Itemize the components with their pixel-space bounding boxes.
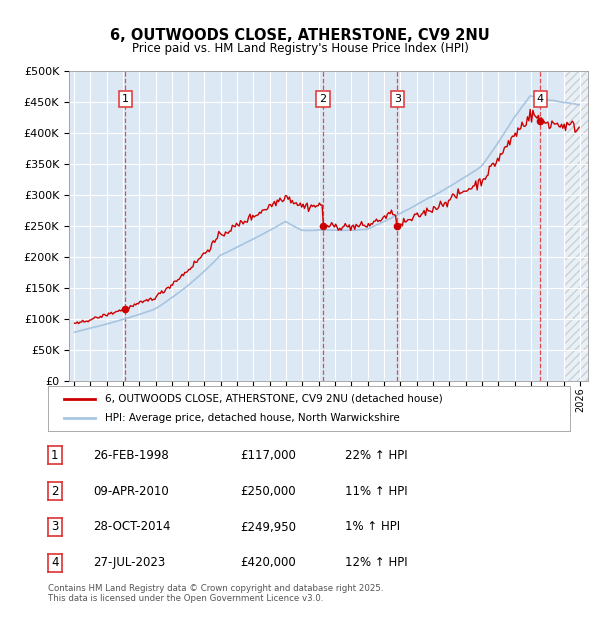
Text: 6, OUTWOODS CLOSE, ATHERSTONE, CV9 2NU: 6, OUTWOODS CLOSE, ATHERSTONE, CV9 2NU <box>110 28 490 43</box>
Text: 11% ↑ HPI: 11% ↑ HPI <box>345 485 407 497</box>
Text: 26-FEB-1998: 26-FEB-1998 <box>93 449 169 461</box>
Text: 3: 3 <box>51 521 58 533</box>
Text: Price paid vs. HM Land Registry's House Price Index (HPI): Price paid vs. HM Land Registry's House … <box>131 42 469 55</box>
Text: £420,000: £420,000 <box>240 557 296 569</box>
Text: 09-APR-2010: 09-APR-2010 <box>93 485 169 497</box>
Text: 6, OUTWOODS CLOSE, ATHERSTONE, CV9 2NU (detached house): 6, OUTWOODS CLOSE, ATHERSTONE, CV9 2NU (… <box>106 394 443 404</box>
Text: 12% ↑ HPI: 12% ↑ HPI <box>345 557 407 569</box>
Text: £249,950: £249,950 <box>240 521 296 533</box>
Text: 27-JUL-2023: 27-JUL-2023 <box>93 557 165 569</box>
Text: 2: 2 <box>51 485 59 497</box>
Text: HPI: Average price, detached house, North Warwickshire: HPI: Average price, detached house, Nort… <box>106 414 400 423</box>
Text: 3: 3 <box>394 94 401 104</box>
Bar <box>565 71 588 381</box>
Text: 1: 1 <box>122 94 129 104</box>
Text: 28-OCT-2014: 28-OCT-2014 <box>93 521 170 533</box>
Text: £250,000: £250,000 <box>240 485 296 497</box>
Text: 4: 4 <box>51 557 59 569</box>
Text: 1: 1 <box>51 449 59 461</box>
Text: 2: 2 <box>320 94 326 104</box>
Text: 1% ↑ HPI: 1% ↑ HPI <box>345 521 400 533</box>
Bar <box>565 71 588 381</box>
Text: £117,000: £117,000 <box>240 449 296 461</box>
Text: 4: 4 <box>536 94 544 104</box>
Text: 22% ↑ HPI: 22% ↑ HPI <box>345 449 407 461</box>
Text: Contains HM Land Registry data © Crown copyright and database right 2025.
This d: Contains HM Land Registry data © Crown c… <box>48 584 383 603</box>
